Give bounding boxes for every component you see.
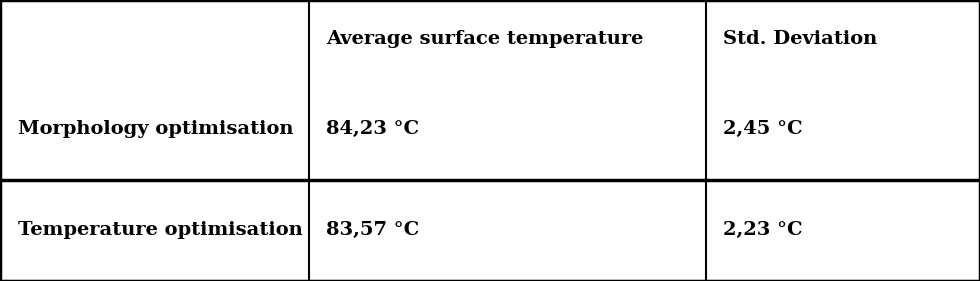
Text: Temperature optimisation: Temperature optimisation xyxy=(18,221,303,239)
Text: Morphology optimisation: Morphology optimisation xyxy=(18,120,293,138)
Text: 83,57 °C: 83,57 °C xyxy=(326,221,419,239)
Text: 2,45 °C: 2,45 °C xyxy=(723,120,803,138)
Text: Std. Deviation: Std. Deviation xyxy=(723,30,877,48)
Text: 84,23 °C: 84,23 °C xyxy=(326,120,419,138)
Text: 2,23 °C: 2,23 °C xyxy=(723,221,803,239)
Text: Average surface temperature: Average surface temperature xyxy=(326,30,644,48)
